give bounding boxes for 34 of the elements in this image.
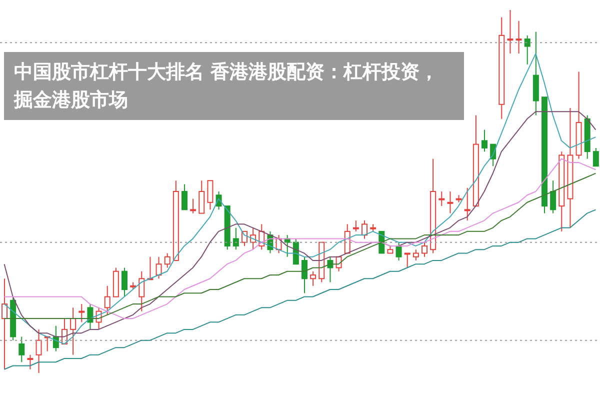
- candlestick: [507, 10, 514, 54]
- candlestick: [138, 270, 145, 312]
- candlestick: [438, 191, 445, 207]
- candlestick: [404, 252, 410, 268]
- text: 中国股市杠杆十大排名 香港港股配资：杠杆投资，掘金港股市场: [4, 52, 464, 120]
- candlestick: [156, 256, 162, 280]
- candlestick: [207, 180, 214, 210]
- candlestick: [164, 252, 170, 268]
- candlestick: [378, 230, 385, 254]
- candlestick: [464, 187, 470, 222]
- candlestick: [447, 191, 454, 214]
- candlestick: [516, 20, 522, 54]
- candlestick: [182, 184, 188, 210]
- candlestick: [27, 354, 34, 370]
- candlestick: [362, 220, 368, 240]
- candlestick: [190, 198, 196, 214]
- candlestick: [524, 34, 530, 65]
- candlestick: [302, 256, 308, 294]
- candlestick: [310, 270, 316, 286]
- candlestick: [104, 285, 110, 316]
- candlestick: [352, 220, 359, 232]
- candlestick: [198, 180, 205, 214]
- candlestick: [396, 242, 402, 261]
- candlestick: [70, 307, 76, 356]
- candlestick: [18, 336, 25, 363]
- candlestick: [592, 147, 599, 167]
- candlestick: [232, 227, 239, 250]
- candlestick: [412, 249, 419, 261]
- candlestick: [36, 328, 42, 373]
- candlestick: [482, 129, 488, 152]
- candlestick: [550, 180, 556, 214]
- candlestick: [78, 304, 85, 323]
- candlestick: [122, 267, 128, 298]
- candlestick: [422, 242, 428, 258]
